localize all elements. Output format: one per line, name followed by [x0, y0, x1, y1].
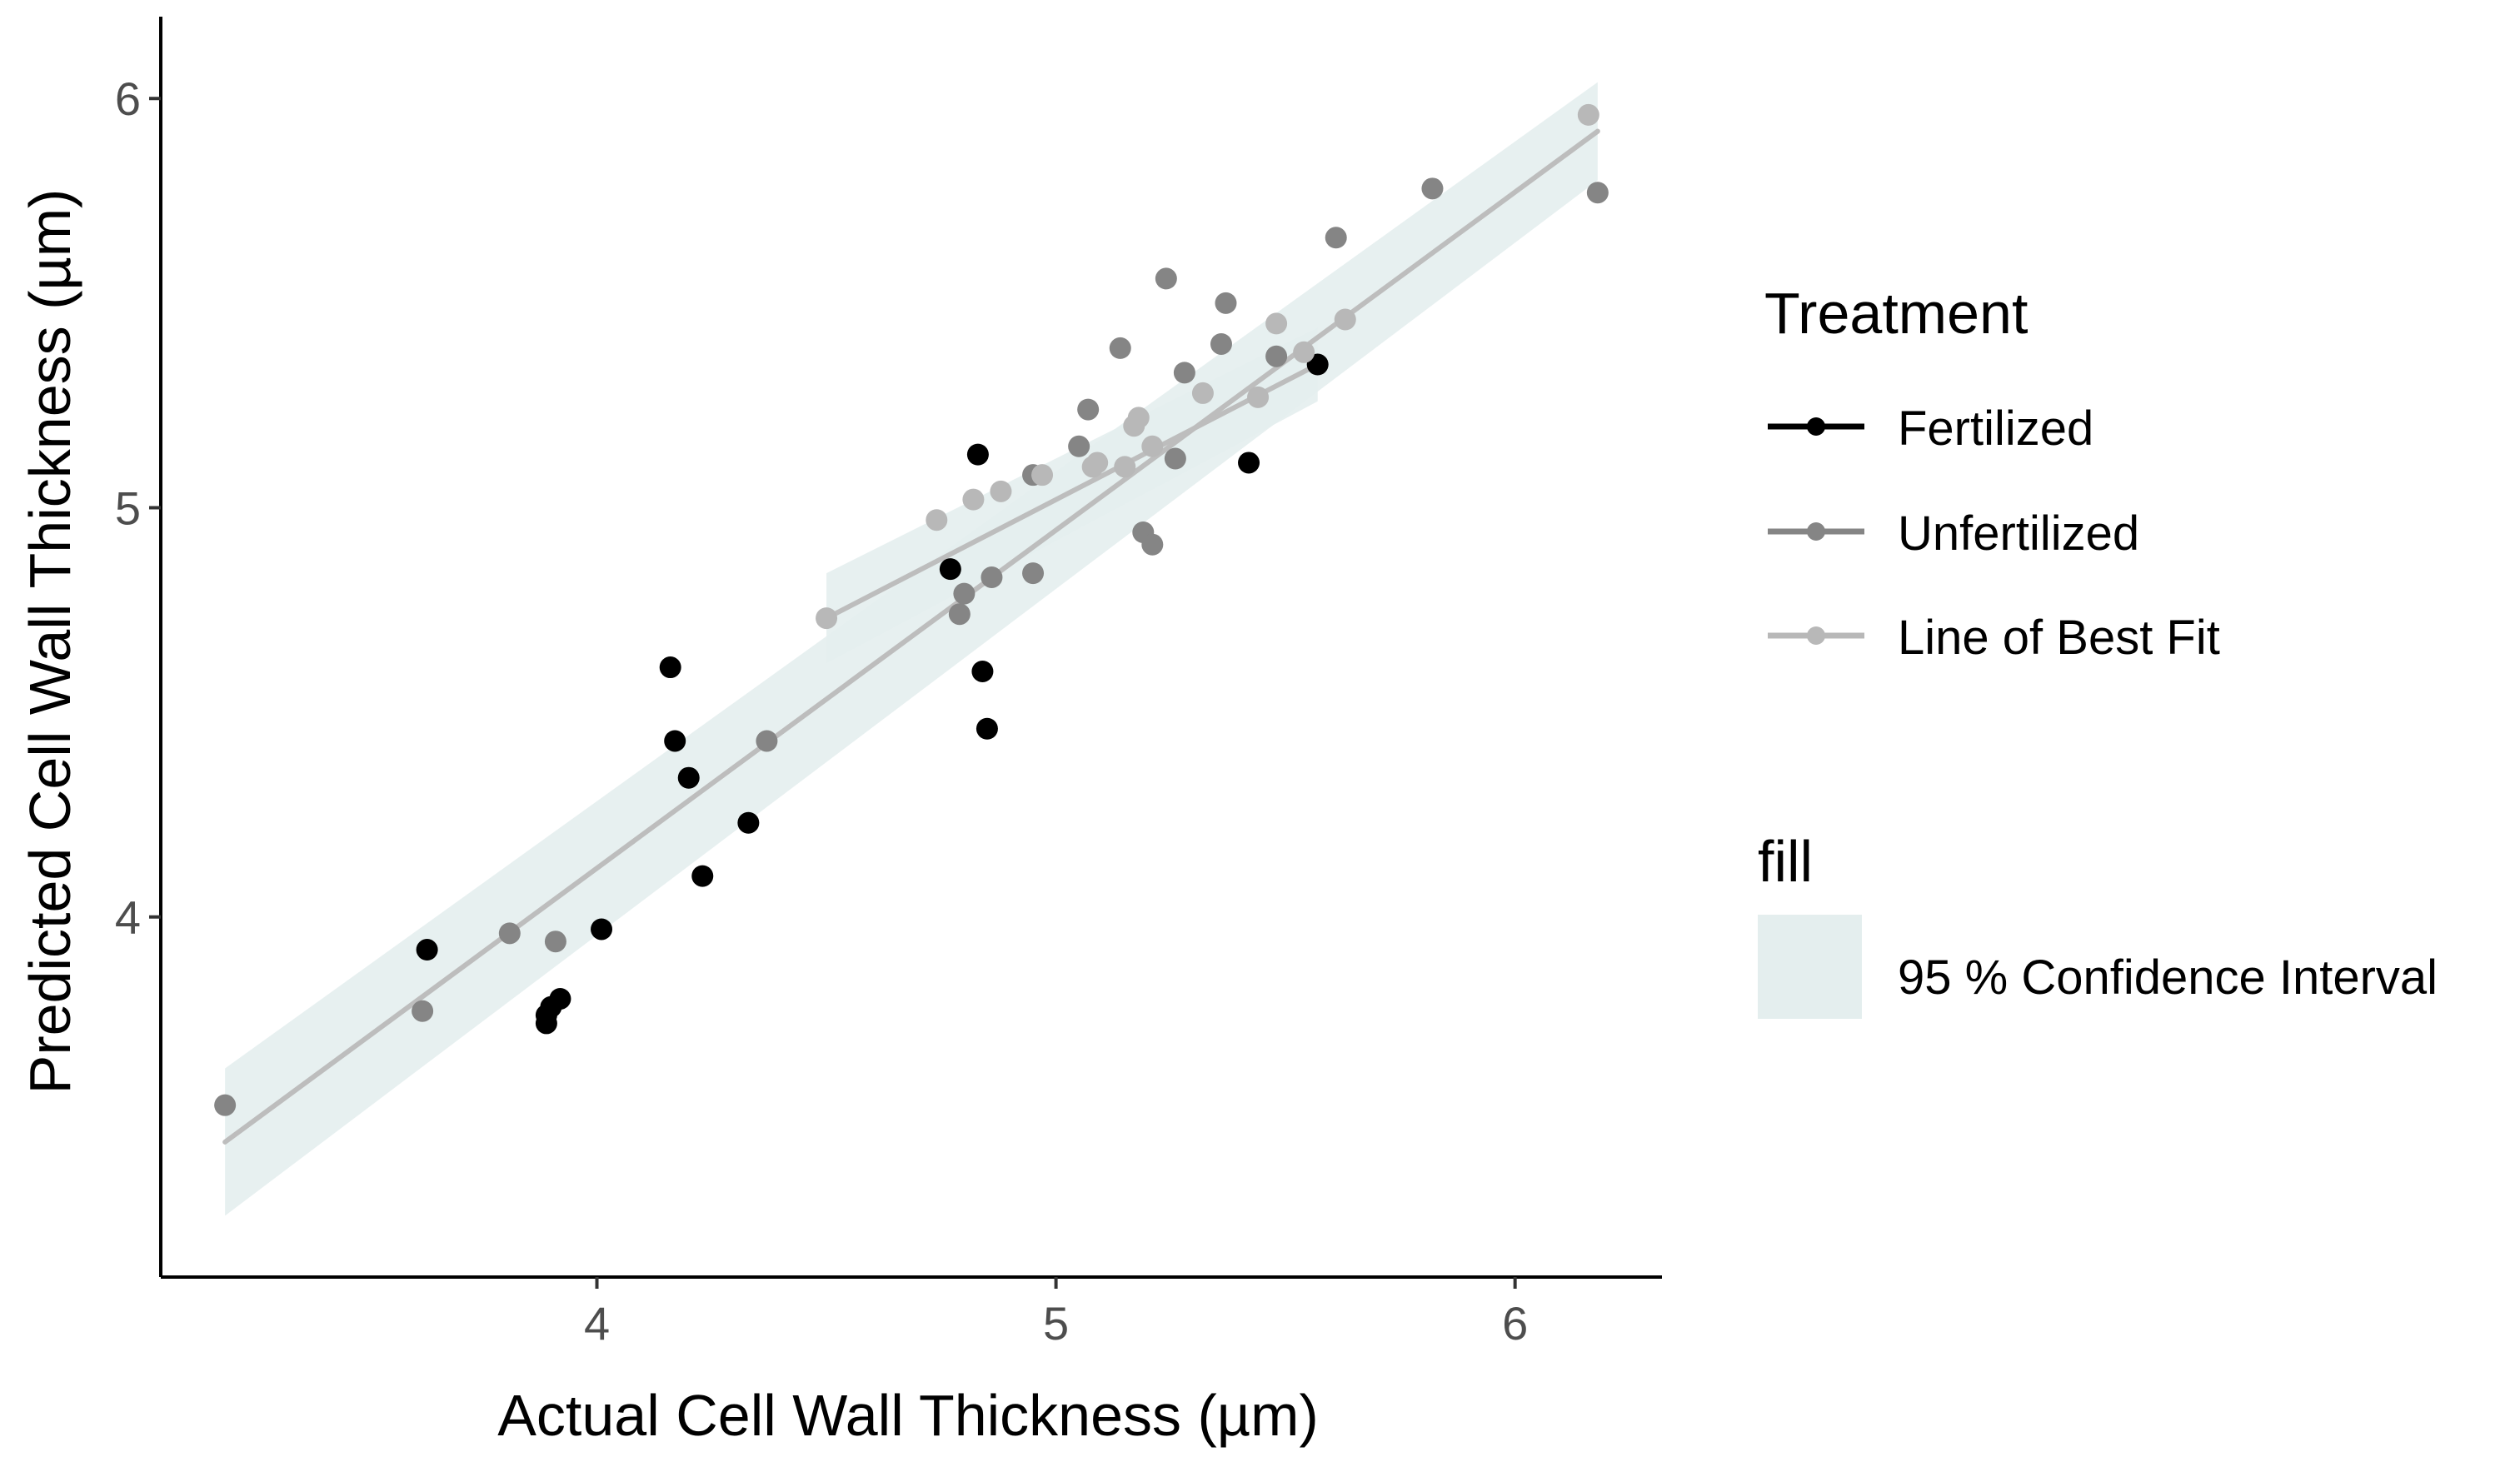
legend-item-best-fit: Line of Best Fit: [1768, 611, 2220, 665]
x-axis-title: Actual Cell Wall Thickness (µm): [497, 1383, 1319, 1448]
fit-line-2: [824, 362, 1320, 621]
legend-marker-best-fit: [1807, 626, 1825, 645]
point-unfertilized: [1141, 533, 1164, 556]
point-line-of-best-fit: [962, 488, 985, 511]
point-fertilized: [659, 656, 681, 679]
point-line-of-best-fit: [990, 480, 1012, 502]
point-fertilized: [737, 811, 760, 834]
point-unfertilized: [498, 922, 521, 945]
point-unfertilized: [1586, 182, 1609, 204]
legend-item-fertilized: Fertilized: [1768, 402, 2093, 456]
point-unfertilized: [214, 1094, 237, 1116]
legend-label-fertilized: Fertilized: [1898, 402, 2093, 456]
point-fertilized: [591, 918, 613, 941]
point-unfertilized: [1155, 267, 1177, 290]
point-line-of-best-fit: [1334, 308, 1356, 331]
ci-band-1: [225, 82, 1598, 1216]
legend-title: Treatment: [1764, 281, 2028, 346]
legend-item-unfertilized: Unfertilized: [1768, 506, 2139, 561]
point-unfertilized: [948, 603, 971, 626]
point-line-of-best-fit: [1577, 103, 1599, 126]
point-unfertilized: [1173, 362, 1195, 384]
x-tick-label: 4: [584, 1297, 610, 1350]
point-fertilized: [691, 865, 714, 887]
point-unfertilized: [1109, 337, 1131, 359]
point-line-of-best-fit: [1086, 452, 1109, 474]
point-fertilized: [966, 443, 989, 466]
legend: Treatment Fertilized Unfertilized Line o…: [1758, 281, 2438, 1019]
y-tick-label: 5: [115, 482, 141, 534]
ci-band-2: [826, 327, 1318, 664]
confidence-bands: [225, 82, 1598, 1216]
x-tick-label: 5: [1043, 1297, 1069, 1350]
point-line-of-best-fit: [1127, 407, 1150, 429]
y-tick-label: 6: [115, 72, 141, 125]
legend-marker-fertilized: [1807, 417, 1825, 436]
legend-fill-title: fill: [1758, 829, 1813, 894]
point-line-of-best-fit: [1191, 382, 1214, 404]
point-unfertilized: [1325, 227, 1347, 249]
point-line-of-best-fit: [926, 509, 948, 531]
legend-label-unfertilized: Unfertilized: [1898, 506, 2139, 561]
y-tick-label: 4: [115, 891, 141, 944]
x-tick-label: 6: [1502, 1297, 1528, 1350]
point-fertilized: [416, 939, 438, 961]
fit-lines: [222, 128, 1600, 1145]
point-fertilized: [939, 558, 961, 581]
point-unfertilized: [1421, 177, 1444, 200]
point-unfertilized: [1164, 447, 1186, 470]
point-fertilized: [677, 766, 700, 789]
legend-ci-label: 95 % Confidence Interval: [1898, 951, 2438, 1005]
legend-label-best-fit: Line of Best Fit: [1898, 611, 2220, 665]
point-unfertilized: [544, 931, 566, 953]
point-unfertilized: [1215, 292, 1237, 314]
legend-marker-unfertilized: [1807, 522, 1825, 541]
point-line-of-best-fit: [1114, 456, 1136, 478]
data-points: [214, 103, 1609, 1116]
axis-ticks: 4 5 6 4 5 6: [115, 72, 1528, 1350]
y-axis-title: Predicted Cell Wall Thickness (µm): [17, 189, 82, 1095]
point-unfertilized: [981, 566, 1003, 588]
point-unfertilized: [1077, 398, 1100, 421]
point-fertilized: [664, 730, 686, 752]
point-unfertilized: [1068, 435, 1090, 457]
point-unfertilized: [756, 730, 778, 752]
point-line-of-best-fit: [1031, 464, 1054, 486]
point-unfertilized: [953, 582, 976, 605]
point-unfertilized: [1022, 562, 1045, 585]
point-unfertilized: [412, 1000, 434, 1022]
point-fertilized: [971, 660, 994, 682]
point-unfertilized: [1265, 345, 1288, 367]
legend-ci-swatch: [1758, 915, 1862, 1019]
fit-line-1: [222, 128, 1600, 1145]
point-line-of-best-fit: [816, 607, 838, 630]
point-line-of-best-fit: [1141, 435, 1164, 457]
point-line-of-best-fit: [1265, 312, 1288, 335]
point-fertilized: [1238, 452, 1260, 474]
point-line-of-best-fit: [1247, 386, 1270, 408]
point-unfertilized: [1210, 332, 1232, 355]
point-fertilized: [549, 987, 571, 1010]
point-fertilized: [976, 717, 998, 740]
point-line-of-best-fit: [1293, 341, 1315, 363]
